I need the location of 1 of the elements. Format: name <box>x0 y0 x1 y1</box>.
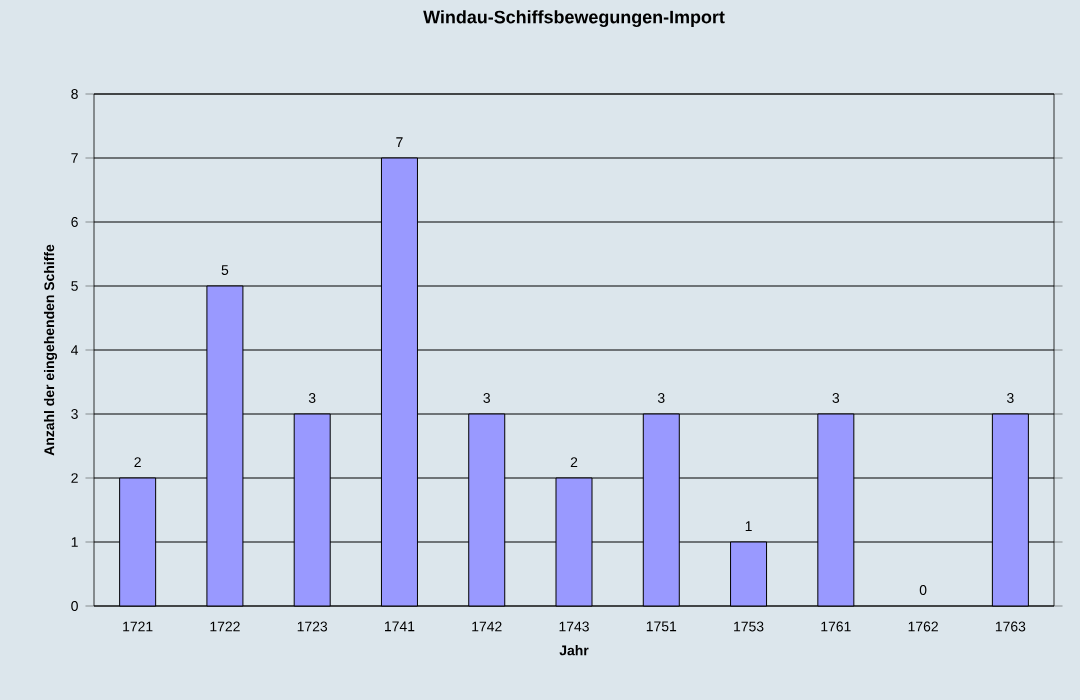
chart-title: Windau-Schiffsbewegungen-Import <box>423 10 725 28</box>
